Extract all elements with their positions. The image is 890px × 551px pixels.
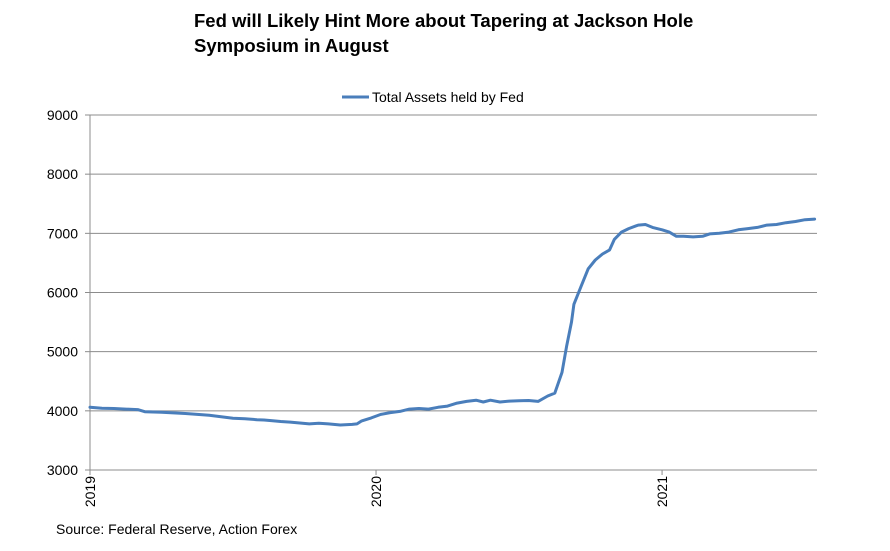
y-tick-label-8000: 8000 [47,166,78,182]
series-group [88,217,817,427]
x-tick-label-2019: 2019 [82,476,98,507]
y-tick-label-5000: 5000 [47,344,78,360]
y-tick-label-7000: 7000 [47,225,78,241]
legend-label-0: Total Assets held by Fed [372,89,524,105]
y-tick-label-6000: 6000 [47,285,78,301]
chart-title-line-2: Symposium in August [194,35,389,56]
y-tick-label-4000: 4000 [47,403,78,419]
chart-title-line-1: Fed will Likely Hint More about Tapering… [194,10,694,31]
x-tick-label-2021: 2021 [654,476,670,507]
series-line-0 [88,217,817,427]
legend: Total Assets held by Fed [342,89,524,105]
x-axis-ticks: 2019 2020 2021 [82,470,670,507]
y-axis-ticks: 3000 4000 5000 6000 7000 8000 9000 [47,107,90,478]
source-note: Source: Federal Reserve, Action Forex [56,521,298,537]
x-tick-label-2020: 2020 [368,476,384,507]
y-tick-label-9000: 9000 [47,107,78,123]
gridlines [90,114,817,471]
y-tick-label-3000: 3000 [47,462,78,478]
chart-title: Fed will Likely Hint More about Tapering… [194,8,834,58]
